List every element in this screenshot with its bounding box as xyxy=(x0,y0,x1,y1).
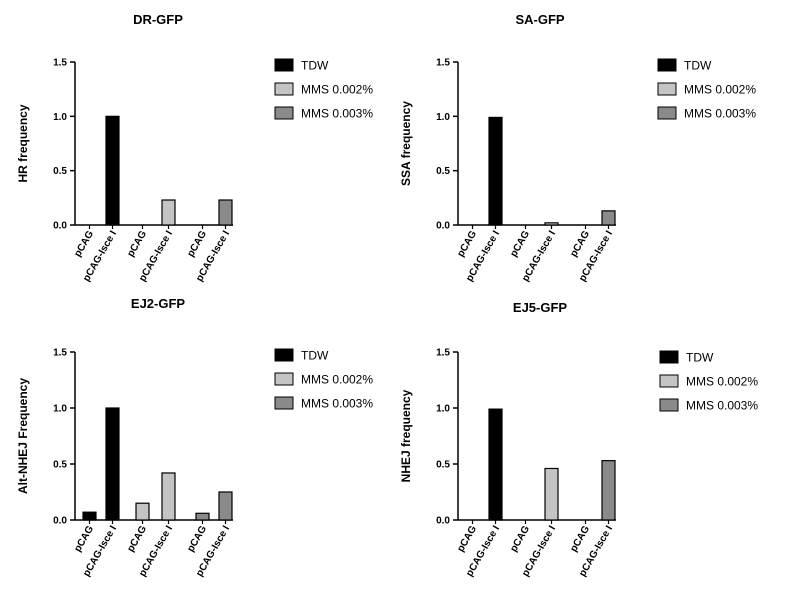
y-axis-label: HR frequency xyxy=(16,104,30,182)
y-axis-label: SSA frequency xyxy=(399,101,413,186)
y-tick-label: 1.5 xyxy=(53,348,67,359)
y-tick-label: 1.5 xyxy=(436,58,450,69)
bar xyxy=(218,491,233,521)
x-tick-label: pCAG xyxy=(568,524,592,554)
y-tick-label: 0.0 xyxy=(436,516,450,527)
legend-label: MMS 0.003% xyxy=(686,399,758,413)
legend-label: TDW xyxy=(686,351,714,365)
y-tick-label: 0.0 xyxy=(53,516,67,527)
y-tick-label: 1.5 xyxy=(53,58,67,69)
x-tick-label: pCAG xyxy=(455,524,479,554)
x-tick-label: pCAG xyxy=(72,524,96,554)
bar xyxy=(488,408,503,521)
x-tick-label: pCAG xyxy=(72,229,96,259)
y-axis-label: Alt-NHEJ Frequency xyxy=(16,378,30,494)
bar xyxy=(601,460,616,521)
bar xyxy=(218,199,233,226)
y-tick-label: 0.5 xyxy=(436,166,450,177)
bar xyxy=(105,407,120,521)
legend-label: TDW xyxy=(684,59,712,73)
legend-label: MMS 0.003% xyxy=(301,397,373,411)
x-tick-label: pCAG xyxy=(125,524,149,554)
bar xyxy=(601,210,616,226)
bar xyxy=(161,472,176,521)
chart-title: SA-GFP xyxy=(515,12,564,27)
legend-swatch xyxy=(274,396,294,410)
legend-label: MMS 0.002% xyxy=(301,83,373,97)
y-tick-label: 1.0 xyxy=(53,112,67,123)
legend-label: MMS 0.002% xyxy=(684,83,756,97)
legend-swatch xyxy=(657,106,677,120)
x-tick-label: pCAG xyxy=(185,229,209,259)
legend-swatch xyxy=(659,398,679,412)
y-tick-label: 0.5 xyxy=(436,460,450,471)
chart-ej2-gfp: EJ2-GFP 0.0 0.5 1.0 1.5 Alt-NHEJ Frequency pCA… xyxy=(16,296,373,579)
x-tick-label: pCAG xyxy=(455,229,479,259)
bar xyxy=(544,222,559,226)
legend-swatch xyxy=(274,106,294,120)
x-tick-label: pCAG xyxy=(125,229,149,259)
x-tick-label: pCAG xyxy=(568,229,592,259)
y-tick-label: 0.5 xyxy=(53,166,67,177)
x-tick-label: pCAG xyxy=(508,229,532,259)
legend-swatch xyxy=(274,58,294,72)
y-tick-label: 1.0 xyxy=(436,112,450,123)
legend-swatch xyxy=(274,348,294,362)
y-tick-label: 0.0 xyxy=(53,221,67,232)
bar xyxy=(135,502,150,521)
legend-swatch xyxy=(659,350,679,364)
legend-swatch xyxy=(657,82,677,96)
y-tick-label: 1.0 xyxy=(53,404,67,415)
y-tick-label: 0.0 xyxy=(436,221,450,232)
legend-label: MMS 0.003% xyxy=(684,107,756,121)
y-tick-label: 1.5 xyxy=(436,348,450,359)
legend-swatch xyxy=(274,82,294,96)
y-tick-label: 0.5 xyxy=(53,460,67,471)
legend-label: MMS 0.002% xyxy=(686,375,758,389)
chart-title: DR-GFP xyxy=(133,12,183,27)
chart-title: EJ5-GFP xyxy=(513,300,568,315)
chart-title: EJ2-GFP xyxy=(131,296,186,311)
bar xyxy=(488,116,503,226)
legend-label: MMS 0.002% xyxy=(301,373,373,387)
x-tick-label: pCAG xyxy=(185,524,209,554)
legend-label: MMS 0.003% xyxy=(301,107,373,121)
legend-swatch xyxy=(657,58,677,72)
bar xyxy=(105,115,120,226)
bar xyxy=(82,511,97,521)
bar xyxy=(161,199,176,226)
chart-ej5-gfp: EJ5-GFP 0.0 0.5 1.0 1.5 NHEJ frequency pCAG pCA… xyxy=(399,300,758,579)
x-tick-label: pCAG xyxy=(508,524,532,554)
legend-label: TDW xyxy=(301,59,329,73)
legend-label: TDW xyxy=(301,349,329,363)
legend-swatch xyxy=(274,372,294,386)
y-tick-label: 1.0 xyxy=(436,404,450,415)
legend-swatch xyxy=(659,374,679,388)
bar xyxy=(544,467,559,521)
y-axis-label: NHEJ frequency xyxy=(399,389,413,482)
bar xyxy=(195,512,210,521)
